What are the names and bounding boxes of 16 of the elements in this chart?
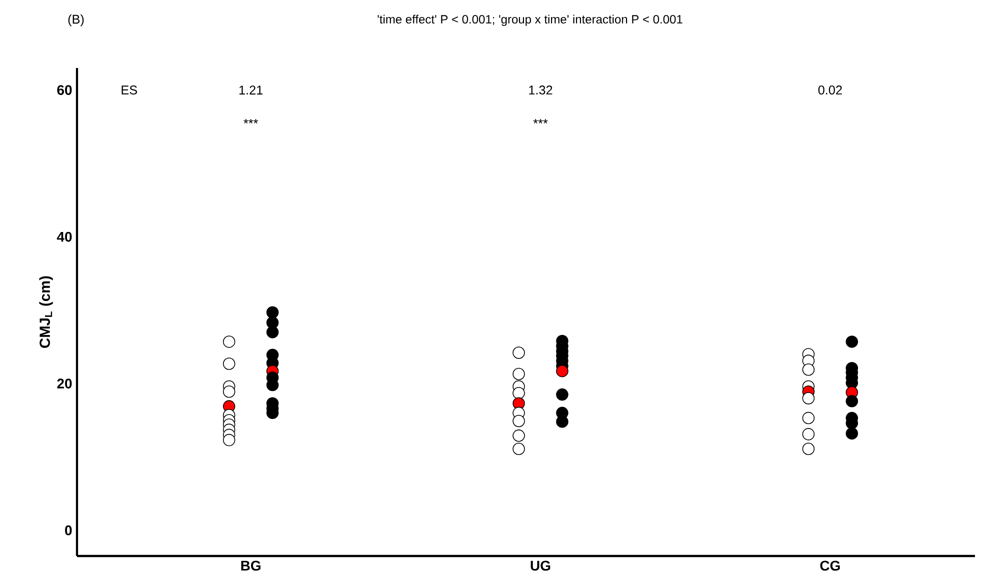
annotation: 0.02 <box>818 86 842 95</box>
y-tick-label: 40 <box>56 232 72 242</box>
annotation: *** <box>533 118 548 124</box>
annotation: *** <box>244 118 258 124</box>
y-tick-label: 20 <box>57 378 72 389</box>
y-tick-label: 0 <box>65 525 72 536</box>
annotation: 1.32 <box>529 86 552 95</box>
y-axis-title: CMJ$_{L}$ (cm) <box>39 276 53 348</box>
x-tick-label: CG <box>820 560 840 571</box>
annotation: 1.21 <box>239 86 263 94</box>
y-tick-label: 60 <box>57 85 72 95</box>
text: (B) <box>68 14 84 26</box>
chart-title: 'time effect' P < 0.001; 'group x time' interaction P < 0.001 <box>378 14 682 26</box>
x-tick-label: UG <box>530 560 550 571</box>
annotation: ES <box>122 86 138 95</box>
x-tick-label: BG <box>241 560 260 571</box>
